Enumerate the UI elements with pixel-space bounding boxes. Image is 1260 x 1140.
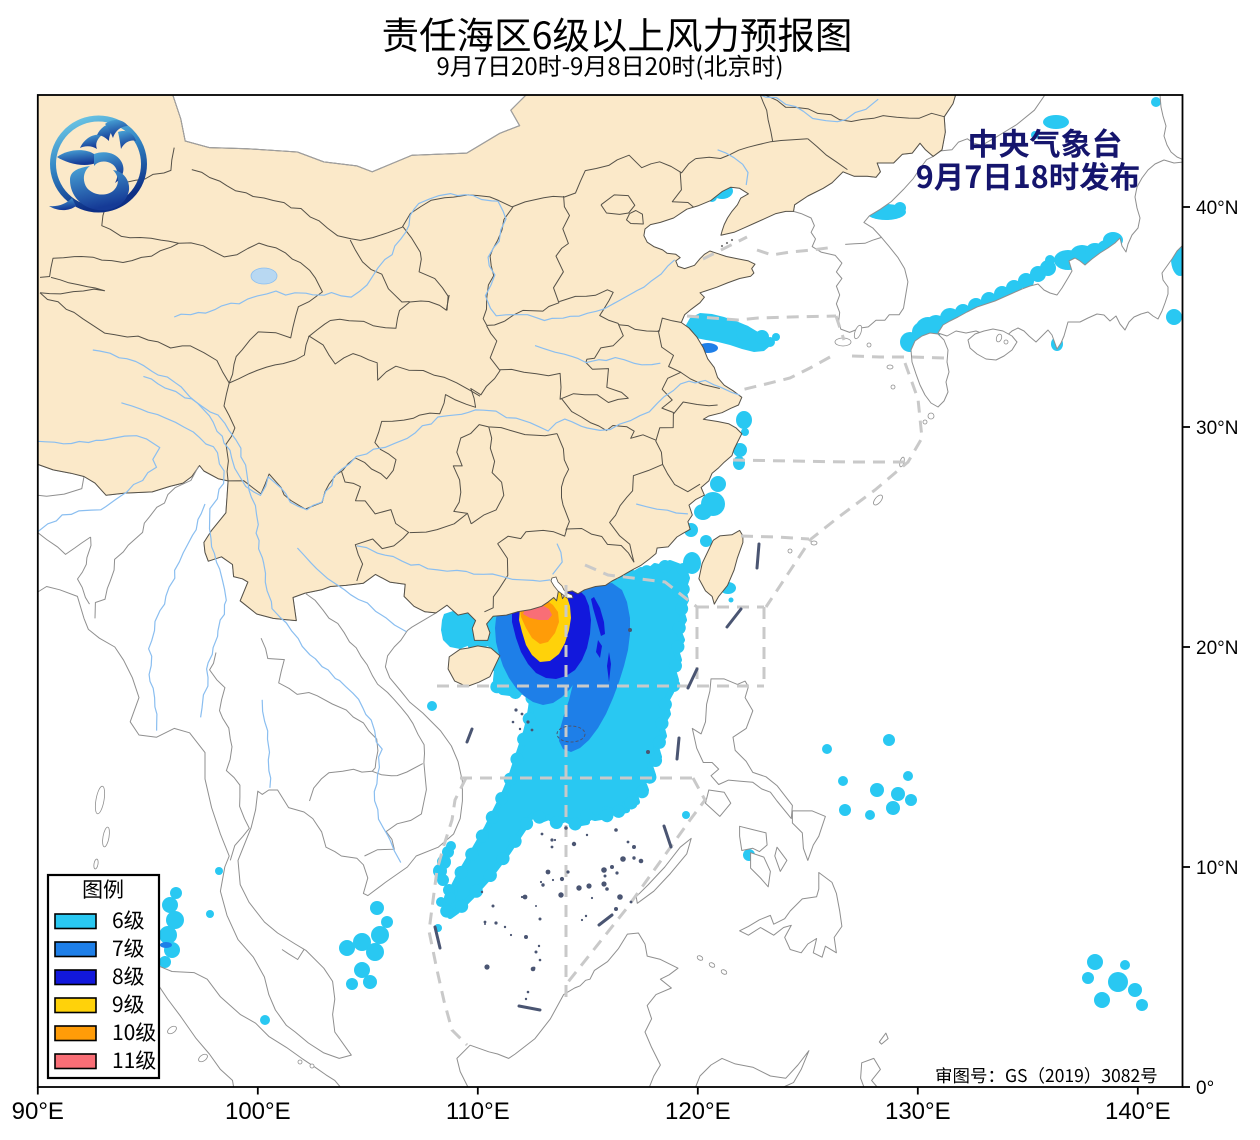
svg-text:110°E: 110°E [446,1098,510,1125]
svg-text:130°E: 130°E [885,1098,951,1125]
svg-text:100°E: 100°E [225,1098,291,1125]
svg-text:140°E: 140°E [1105,1098,1171,1125]
svg-text:30°N: 30°N [1196,418,1238,439]
svg-text:120°E: 120°E [665,1098,731,1125]
svg-text:90°E: 90°E [12,1098,64,1125]
svg-text:20°N: 20°N [1196,638,1238,659]
svg-text:40°N: 40°N [1196,198,1238,219]
svg-text:10°N: 10°N [1196,858,1238,879]
svg-text:0°: 0° [1196,1078,1214,1099]
